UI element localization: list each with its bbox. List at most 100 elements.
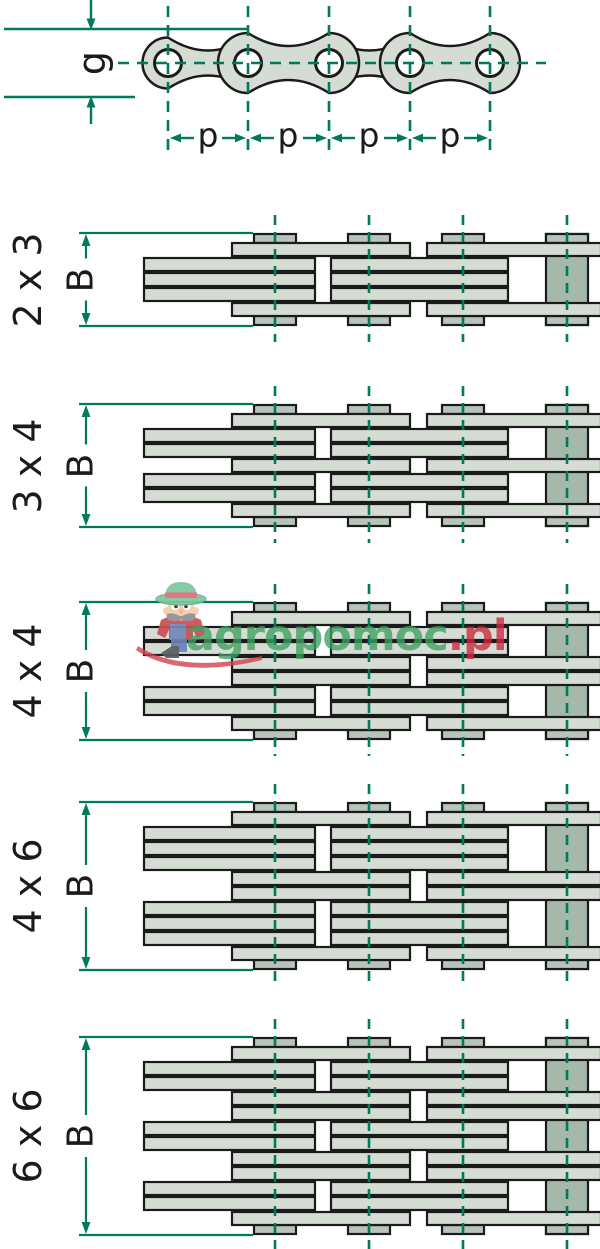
plate [329, 825, 510, 842]
pitch-dimension-arrows [170, 133, 488, 143]
b-arrow-down [81, 957, 91, 969]
width-label-b: B [60, 873, 102, 899]
width-label-b: B [60, 267, 102, 293]
plate [329, 1060, 510, 1077]
plate [230, 810, 412, 827]
plate [230, 241, 412, 258]
plate [230, 885, 412, 902]
width-label-b: B [60, 658, 102, 684]
pitch-label: p [197, 115, 219, 155]
plate [230, 502, 412, 519]
plate [230, 1150, 412, 1167]
plate [329, 1195, 510, 1212]
plate [142, 840, 317, 857]
plate [230, 1105, 412, 1122]
plate [425, 1210, 600, 1227]
b-arrow-up [81, 1038, 91, 1050]
section-label-3x4: 3 x 4 [6, 418, 50, 514]
plate [329, 840, 510, 857]
width-label-b: B [60, 453, 102, 479]
lacing-diagram-3x4 [79, 386, 600, 543]
plate [142, 472, 317, 489]
plate [142, 825, 317, 842]
b-arrow-up [81, 234, 91, 246]
plate [142, 915, 317, 932]
plate [425, 655, 600, 672]
plate [329, 1075, 510, 1092]
plate [142, 1180, 317, 1197]
pitch-label: p [358, 115, 380, 155]
section-label-6x6: 6 x 6 [6, 1088, 50, 1184]
plate [230, 1045, 412, 1062]
plate [425, 870, 600, 887]
width-label-b: B [60, 1123, 102, 1149]
plate [142, 685, 317, 702]
lacing-diagram-6x6 [79, 1019, 600, 1249]
pitch-label: p [277, 115, 299, 155]
plate [425, 1090, 600, 1107]
plate [425, 241, 600, 258]
plate [329, 640, 510, 657]
plate [329, 900, 510, 917]
plate [230, 610, 412, 627]
plate [230, 670, 412, 687]
plate [230, 457, 412, 474]
plate [230, 412, 412, 429]
plate [425, 945, 600, 962]
side-view-diagram [4, 0, 546, 154]
plate [329, 487, 510, 504]
plate [425, 1045, 600, 1062]
lacing-2x3-chain [79, 215, 600, 342]
plate [425, 457, 600, 474]
plate [230, 1090, 412, 1107]
lacing-diagram-2x3 [79, 215, 600, 342]
plate-height-label: g [70, 50, 114, 76]
plate [425, 670, 600, 687]
b-arrow-down [81, 727, 91, 739]
plate [142, 256, 317, 273]
plate [142, 427, 317, 444]
plate [142, 1135, 317, 1152]
b-arrow-up [81, 603, 91, 615]
section-label-4x4: 4 x 4 [6, 623, 50, 719]
plate [425, 502, 600, 519]
plate [230, 301, 412, 318]
centerlines [118, 6, 546, 154]
plate [329, 930, 510, 947]
b-arrow-down [81, 514, 91, 526]
plate [142, 487, 317, 504]
plate [329, 855, 510, 872]
lacing-6x6-chain [79, 1019, 600, 1249]
watermark-text-green: agropomoc [186, 611, 449, 661]
plate [425, 301, 600, 318]
plate [142, 1195, 317, 1212]
plate [425, 810, 600, 827]
plate [329, 685, 510, 702]
b-arrow-down [81, 313, 91, 325]
watermark-text-red: .pl [447, 611, 508, 661]
plate [142, 286, 317, 303]
plate [329, 442, 510, 459]
plate [142, 442, 317, 459]
mascot-mustache [166, 613, 196, 622]
plate [425, 610, 600, 627]
mascot-pupil [184, 604, 188, 609]
watermark-swoosh [136, 646, 262, 668]
lacing-diagram-4x6 [79, 784, 600, 986]
plate [230, 715, 412, 732]
plate [329, 1120, 510, 1137]
plate [329, 427, 510, 444]
plate [142, 271, 317, 288]
plate [329, 271, 510, 288]
plate [329, 1135, 510, 1152]
plate [230, 1165, 412, 1182]
plate [425, 412, 600, 429]
plate [329, 286, 510, 303]
plate [425, 1165, 600, 1182]
plate [329, 472, 510, 489]
plate [142, 855, 317, 872]
plate [425, 1150, 600, 1167]
plate [425, 885, 600, 902]
b-arrow-up [81, 803, 91, 815]
